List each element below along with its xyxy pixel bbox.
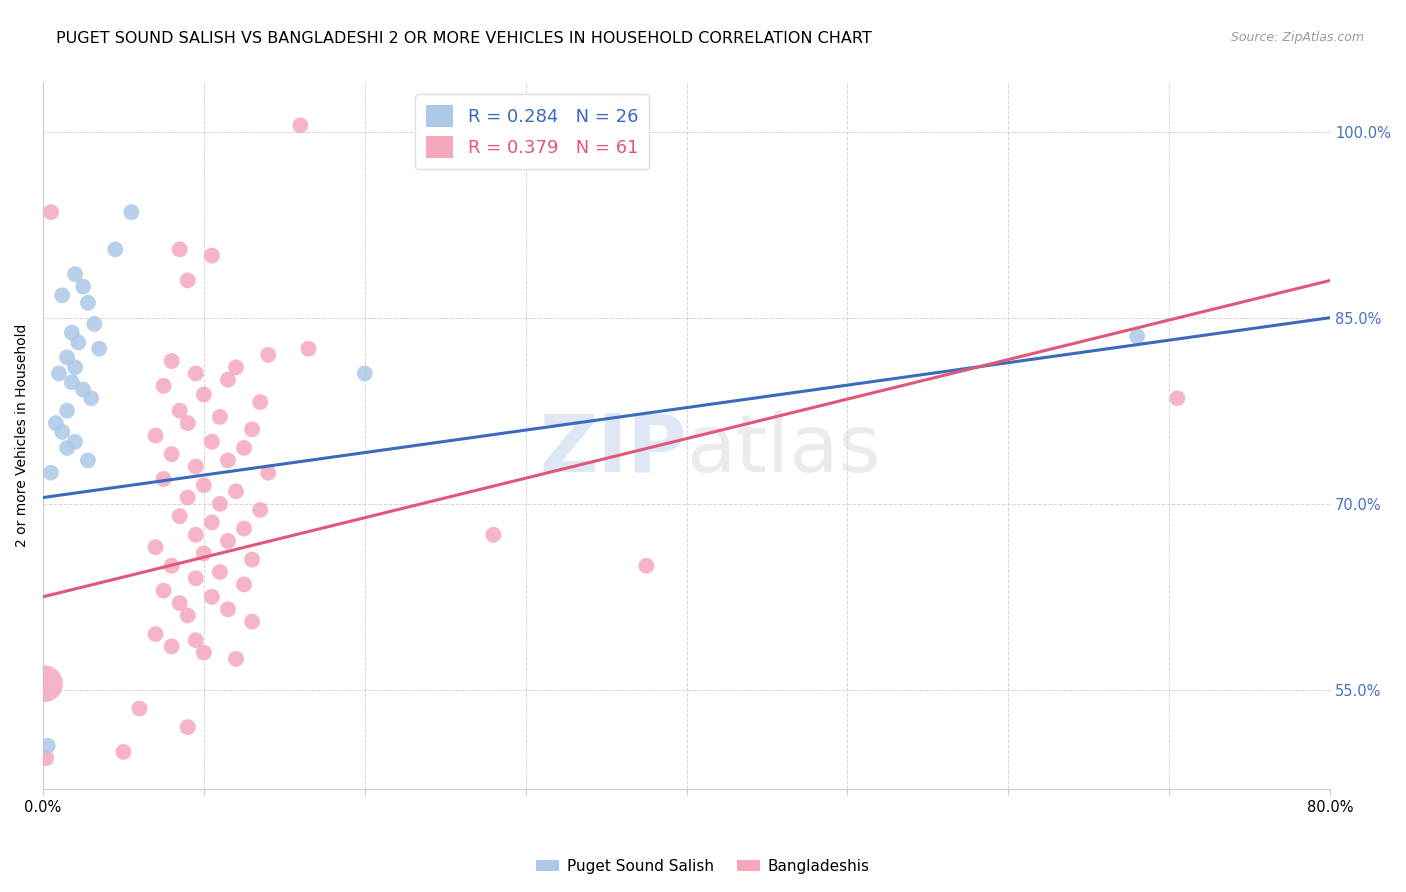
Point xyxy=(72,279,94,293)
Point xyxy=(257,466,280,480)
Point xyxy=(249,503,271,517)
Point xyxy=(67,335,90,350)
Point xyxy=(353,367,375,381)
Point xyxy=(233,441,256,455)
Point xyxy=(225,484,247,499)
Point xyxy=(169,403,191,417)
Point xyxy=(60,375,83,389)
Point xyxy=(208,565,231,579)
Point xyxy=(145,540,167,554)
Point xyxy=(1126,329,1149,343)
Point xyxy=(56,351,79,365)
Point xyxy=(45,416,67,430)
Point xyxy=(56,441,79,455)
Point xyxy=(145,627,167,641)
Point xyxy=(184,459,207,474)
Point xyxy=(39,466,62,480)
Point xyxy=(217,602,239,616)
Point xyxy=(208,497,231,511)
Point xyxy=(208,409,231,424)
Point xyxy=(184,528,207,542)
Point xyxy=(89,342,111,356)
Point xyxy=(37,739,59,753)
Point xyxy=(249,395,271,409)
Point xyxy=(201,590,224,604)
Point xyxy=(225,652,247,666)
Point xyxy=(217,373,239,387)
Text: Source: ZipAtlas.com: Source: ZipAtlas.com xyxy=(1230,31,1364,45)
Point xyxy=(104,243,127,257)
Point xyxy=(636,558,658,573)
Point xyxy=(177,273,200,287)
Point xyxy=(177,608,200,623)
Point xyxy=(152,583,174,598)
Point xyxy=(152,472,174,486)
Point xyxy=(48,367,70,381)
Point xyxy=(56,403,79,417)
Point xyxy=(39,205,62,219)
Point xyxy=(193,546,215,560)
Point xyxy=(77,295,100,310)
Point xyxy=(63,267,86,281)
Point xyxy=(184,367,207,381)
Point xyxy=(128,701,150,715)
Point xyxy=(35,751,58,765)
Point xyxy=(160,354,183,368)
Point xyxy=(240,422,263,436)
Point xyxy=(60,326,83,340)
Point xyxy=(112,745,135,759)
Point xyxy=(201,516,224,530)
Point xyxy=(177,720,200,734)
Point xyxy=(72,383,94,397)
Point xyxy=(63,434,86,449)
Point xyxy=(160,447,183,461)
Point xyxy=(217,533,239,548)
Point xyxy=(169,243,191,257)
Point xyxy=(184,633,207,648)
Text: PUGET SOUND SALISH VS BANGLADESHI 2 OR MORE VEHICLES IN HOUSEHOLD CORRELATION CH: PUGET SOUND SALISH VS BANGLADESHI 2 OR M… xyxy=(56,31,872,46)
Point xyxy=(80,392,103,406)
Text: ZIP: ZIP xyxy=(540,410,686,489)
Point xyxy=(152,379,174,393)
Point xyxy=(63,360,86,375)
Point xyxy=(169,596,191,610)
Point xyxy=(193,478,215,492)
Point xyxy=(51,425,73,439)
Y-axis label: 2 or more Vehicles in Household: 2 or more Vehicles in Household xyxy=(15,324,30,547)
Point xyxy=(77,453,100,467)
Point xyxy=(240,615,263,629)
Point xyxy=(201,249,224,263)
Point xyxy=(177,416,200,430)
Point xyxy=(193,646,215,660)
Point xyxy=(51,288,73,302)
Point xyxy=(257,348,280,362)
Point xyxy=(184,571,207,585)
Point xyxy=(290,119,312,133)
Legend: R = 0.284   N = 26, R = 0.379   N = 61: R = 0.284 N = 26, R = 0.379 N = 61 xyxy=(415,95,650,169)
Point xyxy=(34,676,56,690)
Point xyxy=(233,522,256,536)
Point xyxy=(83,317,105,331)
Point xyxy=(160,640,183,654)
Point xyxy=(120,205,142,219)
Point xyxy=(193,387,215,401)
Text: atlas: atlas xyxy=(686,410,882,489)
Point xyxy=(225,360,247,375)
Point xyxy=(233,577,256,591)
Point xyxy=(297,342,319,356)
Point xyxy=(217,453,239,467)
Point xyxy=(1166,392,1188,406)
Point xyxy=(177,491,200,505)
Legend: Puget Sound Salish, Bangladeshis: Puget Sound Salish, Bangladeshis xyxy=(530,853,876,880)
Point xyxy=(145,428,167,442)
Point xyxy=(160,558,183,573)
Point xyxy=(240,552,263,566)
Point xyxy=(482,528,505,542)
Point xyxy=(169,509,191,524)
Point xyxy=(201,434,224,449)
